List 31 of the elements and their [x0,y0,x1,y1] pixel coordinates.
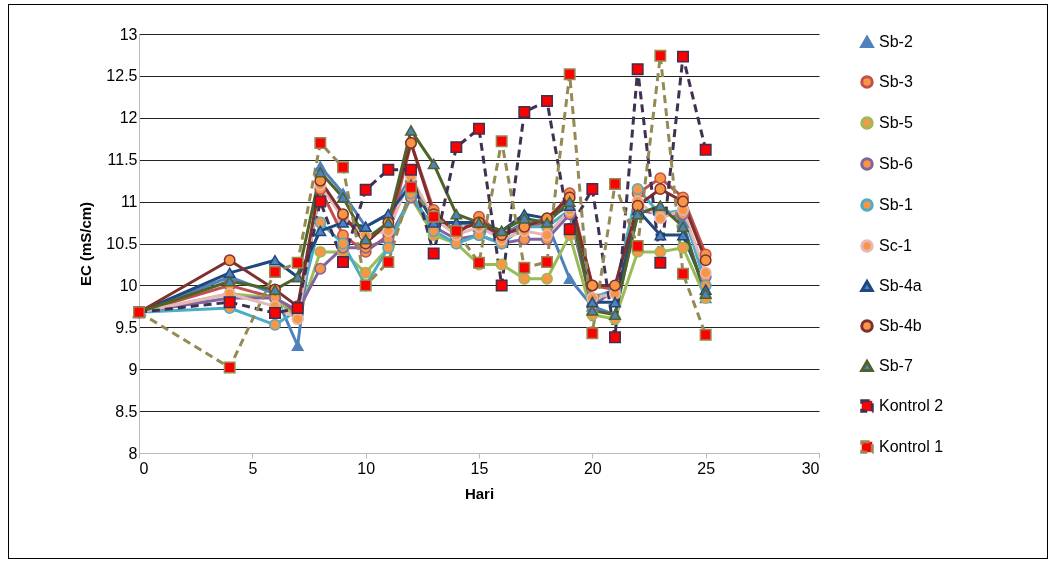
legend-label: Sb-5 [879,114,913,131]
y-tick-label: 11.5 [107,151,138,169]
y-axis-title: EC (mS/cm) [77,201,95,287]
legend-label: Kontrol 1 [879,438,944,455]
y-tick-label: 8 [128,444,138,462]
legend-label: Sb-7 [879,357,913,374]
y-tick-label: 9 [128,360,138,378]
x-tick-label: 25 [697,459,716,477]
y-tick-label: 10 [119,276,138,294]
legend-label: Sb-6 [879,155,913,172]
legend-label: Sb-3 [879,73,913,90]
legend-label: Sb-4a [879,277,922,294]
x-tick-label: 30 [801,459,820,477]
x-tick-label: 10 [357,459,376,477]
x-axis-title: Hari [464,484,495,502]
y-tick-label: 10.5 [106,235,138,252]
y-tick-label: 8.5 [115,402,138,420]
x-tick-label: 0 [139,459,149,477]
y-tick-label: 12 [119,109,138,127]
y-tick-label: 9.5 [115,318,138,336]
y-tick-label: 11 [120,193,138,211]
legend-label: Sb-4b [879,317,922,334]
x-tick-label: 20 [583,459,602,477]
legend-label: Kontrol 2 [879,397,944,414]
legend-label: Sb-2 [879,33,913,50]
y-tick-label: 12.5 [106,67,138,85]
legend-label: Sb-1 [879,196,913,213]
x-tick-label: 15 [470,459,489,477]
legend-label: Sc-1 [879,237,912,254]
y-tick-label: 13 [119,25,138,43]
x-tick-label: 5 [248,459,258,477]
